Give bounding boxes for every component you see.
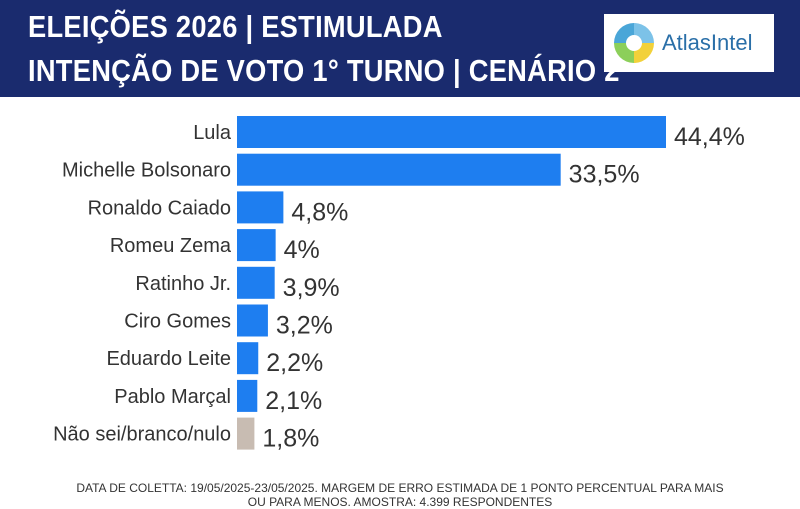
bar — [237, 379, 258, 412]
category-label: Ronaldo Caiado — [88, 197, 231, 219]
atlasintel-logo-icon — [614, 23, 654, 63]
logo-text: AtlasIntel — [662, 30, 753, 55]
category-label: Ratinho Jr. — [135, 273, 231, 295]
header-banner: ELEIÇÕES 2026 | ESTIMULADA INTENÇÃO DE V… — [0, 0, 800, 97]
atlasintel-logo: AtlasIntel — [604, 14, 774, 72]
value-label: 2,2% — [266, 349, 323, 377]
category-label: Pablo Marçal — [114, 386, 231, 408]
value-label: 3,2% — [276, 312, 333, 340]
category-label: Eduardo Leite — [106, 348, 231, 370]
value-label: 44,4% — [674, 123, 745, 151]
bar — [237, 153, 561, 186]
title-line-2: INTENÇÃO DE VOTO 1° TURNO | CENÁRIO 2 — [28, 53, 620, 88]
value-label: 4,8% — [291, 198, 348, 226]
category-label: Romeu Zema — [110, 235, 232, 257]
footer-note: DATA DE COLETTA: 19/05/2025-23/05/2025. … — [0, 481, 800, 509]
value-label: 3,9% — [283, 274, 340, 302]
bar — [237, 304, 268, 337]
footer-line-2: OU PARA MENOS. AMOSTRA: 4.399 RESPONDENT… — [247, 495, 553, 509]
bar — [237, 191, 284, 224]
footer-line-1: DATA DE COLETTA: 19/05/2025-23/05/2025. … — [76, 481, 724, 495]
bar — [237, 342, 259, 375]
bar — [237, 116, 666, 148]
value-label: 2,1% — [265, 387, 322, 415]
bar — [237, 266, 275, 299]
category-label: Michelle Bolsonaro — [62, 160, 231, 182]
bar — [237, 417, 255, 450]
bar — [237, 229, 276, 262]
bar-chart: Lula 44,4% Michelle Bolsonaro 33,5% Ronaldo … — [53, 116, 745, 453]
title-line-1: ELEIÇÕES 2026 | ESTIMULADA — [28, 9, 443, 44]
category-label: Ciro Gomes — [124, 311, 231, 333]
value-label: 33,5% — [569, 161, 640, 189]
value-label: 4% — [284, 236, 320, 264]
value-label: 1,8% — [262, 425, 319, 453]
category-label: Não sei/branco/nulo — [53, 424, 231, 446]
category-label: Lula — [193, 122, 232, 144]
